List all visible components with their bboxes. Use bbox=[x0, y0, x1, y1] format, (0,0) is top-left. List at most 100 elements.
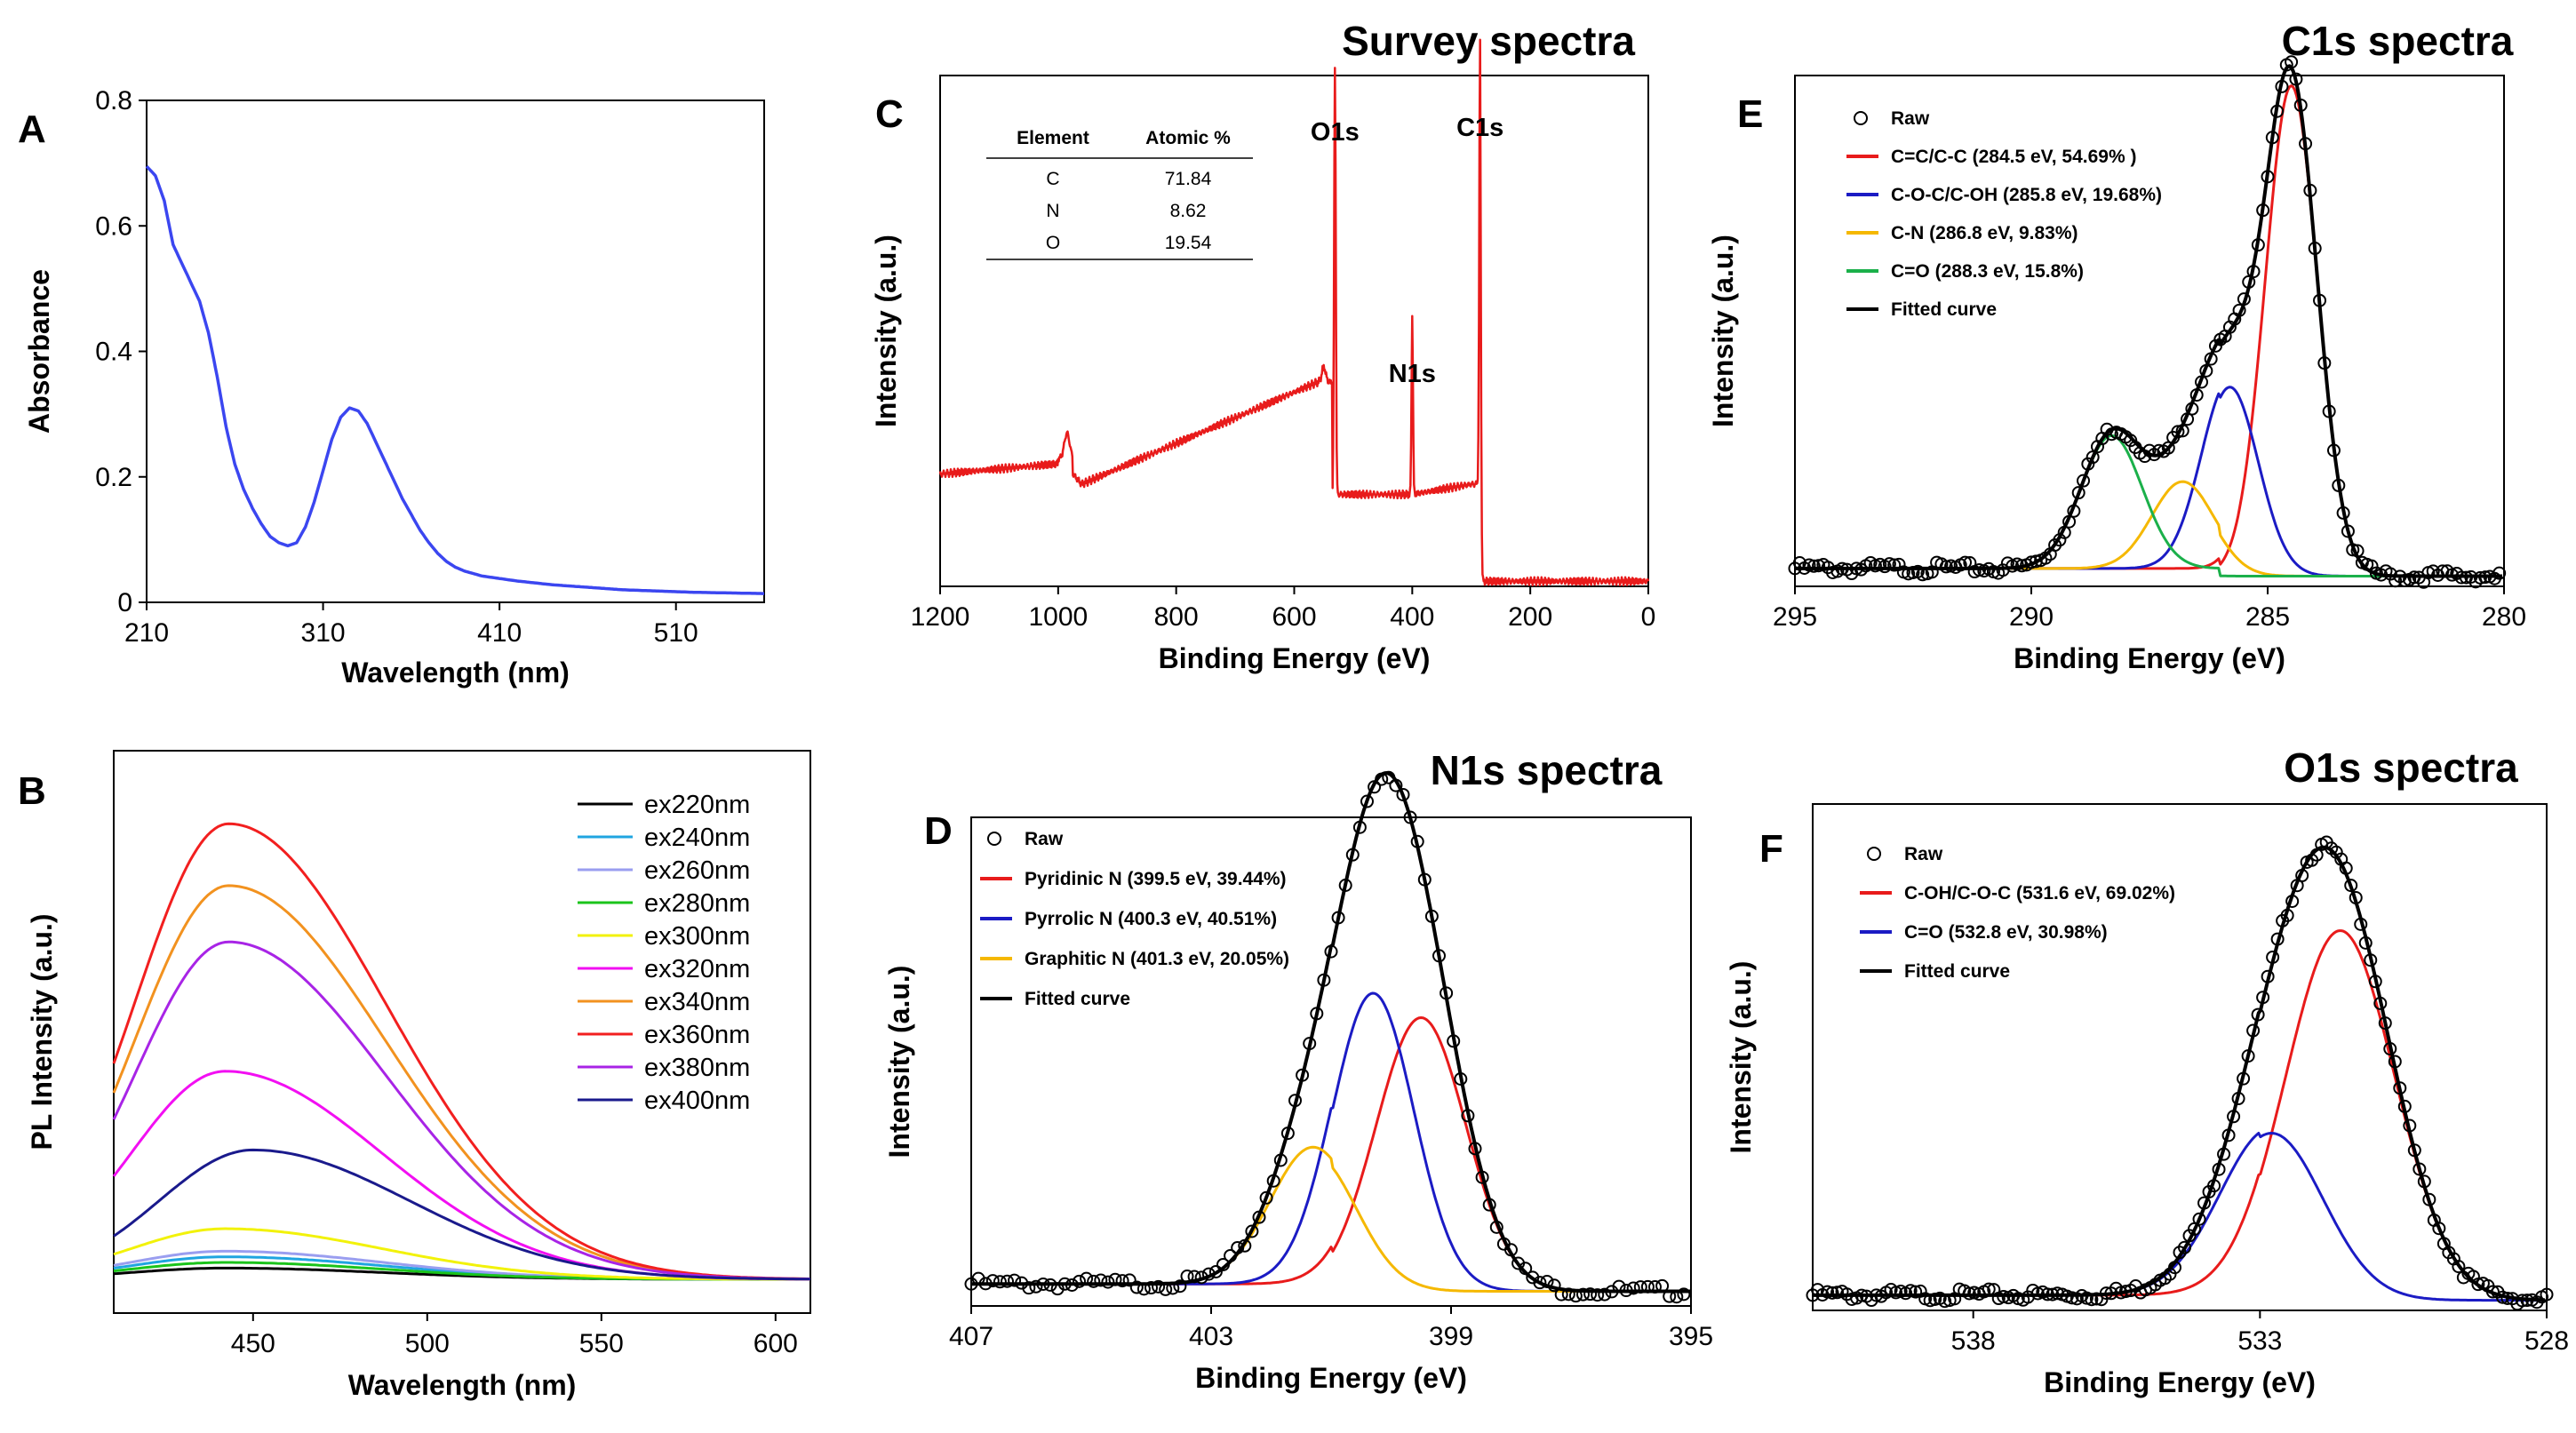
table-header: Element bbox=[1017, 128, 1089, 148]
y-tick-label: 0.4 bbox=[95, 338, 132, 367]
pl-line-ex360nm bbox=[112, 822, 810, 1280]
raw-point bbox=[1830, 1286, 1845, 1300]
peak-label-c1s: C1s bbox=[1456, 114, 1503, 142]
fitted-curve bbox=[1795, 64, 2502, 578]
y-tick-label: 0 bbox=[117, 588, 132, 617]
legend-label: C=O (532.8 eV, 30.98%) bbox=[1904, 922, 2108, 943]
raw-point bbox=[2452, 1260, 2466, 1274]
raw-point bbox=[1122, 1273, 1136, 1287]
raw-point bbox=[1591, 1288, 1605, 1302]
pl-line-ex300nm bbox=[113, 1227, 810, 1281]
table-header: Atomic % bbox=[1145, 128, 1231, 148]
legend-marker bbox=[987, 832, 1001, 846]
x-tick-label: 280 bbox=[2482, 602, 2526, 632]
x-axis-label: Binding Energy (eV) bbox=[1195, 1362, 1467, 1394]
x-tick-label: 600 bbox=[754, 1329, 798, 1358]
x-tick-label: 533 bbox=[2237, 1326, 2282, 1356]
raw-point bbox=[1259, 1190, 1273, 1205]
raw-point bbox=[1008, 1273, 1022, 1287]
component-286.8 bbox=[1795, 480, 2502, 577]
legend-label: ex260nm bbox=[644, 856, 750, 885]
panel-letter: C bbox=[875, 92, 904, 136]
panels-root: 210 310 410 510 0 0.2 0.4 0.6 0.8 Wavelength (nm)… bbox=[18, 18, 2569, 1401]
x-tick-label: 538 bbox=[1951, 1326, 1996, 1356]
legend-label: C=C/C-C (284.5 eV, 54.69% ) bbox=[1891, 147, 2136, 167]
legend-marker bbox=[1854, 111, 1868, 125]
x-tick-label: 310 bbox=[301, 618, 346, 648]
x-axis-label: Wavelength (nm) bbox=[341, 657, 570, 689]
x-axis-label: Binding Energy (eV) bbox=[1159, 642, 1431, 674]
legend-label: ex240nm bbox=[644, 824, 750, 852]
x-tick-label: 0 bbox=[1641, 602, 1656, 632]
panel-e: 295 290 285 280 Binding Energy (eV) Intensity… bbox=[1707, 18, 2526, 674]
y-axis-label: Intensity (a.u.) bbox=[1725, 961, 1757, 1154]
legend-label: Pyridinic N (399.5 eV, 39.44%) bbox=[1025, 869, 1287, 889]
legend-label: Raw bbox=[1904, 844, 1943, 864]
fitted-curve bbox=[1813, 845, 2545, 1302]
x-tick-label: 510 bbox=[654, 618, 698, 648]
table-cell: 8.62 bbox=[1170, 201, 1207, 221]
raw-point bbox=[2178, 1240, 2192, 1254]
x-tick-label: 1000 bbox=[1028, 602, 1088, 632]
raw-point bbox=[1583, 1287, 1598, 1302]
panel-c: 1200 1000 800 600 400 200 0 Binding Energy (eV)… bbox=[870, 18, 1655, 674]
plot-frame bbox=[146, 100, 765, 603]
x-tick-label: 290 bbox=[2009, 602, 2054, 632]
raw-point bbox=[1533, 1276, 1547, 1290]
legend-marker bbox=[1867, 847, 1881, 861]
panel-letter: E bbox=[1737, 92, 1763, 136]
x-tick-label: 200 bbox=[1508, 602, 1552, 632]
raw-point bbox=[1022, 1281, 1036, 1295]
component-285.8 bbox=[1795, 386, 2502, 577]
x-tick-label: 600 bbox=[1272, 602, 1316, 632]
legend-label: Raw bbox=[1891, 108, 1930, 129]
x-tick-label: 800 bbox=[1154, 602, 1199, 632]
legend-label: Fitted curve bbox=[1904, 961, 2010, 982]
x-tick-label: 285 bbox=[2245, 602, 2290, 632]
raw-point bbox=[2192, 1212, 2206, 1226]
legend-label: Fitted curve bbox=[1891, 299, 1997, 320]
raw-point bbox=[2540, 1287, 2554, 1302]
raw-point bbox=[1598, 1287, 1612, 1302]
legend-label: ex300nm bbox=[644, 922, 750, 951]
raw-point bbox=[1812, 559, 1826, 573]
legend-label: Fitted curve bbox=[1025, 989, 1130, 1009]
x-axis-label: Binding Energy (eV) bbox=[2044, 1366, 2316, 1398]
panel-title: Survey spectra bbox=[1342, 18, 1635, 64]
raw-point bbox=[1144, 1281, 1158, 1295]
x-tick-label: 395 bbox=[1669, 1322, 1713, 1351]
legend-label: ex280nm bbox=[644, 889, 750, 918]
component-401.3 bbox=[971, 1145, 1691, 1293]
legend-label: ex220nm bbox=[644, 791, 750, 819]
legend-label: ex360nm bbox=[644, 1021, 750, 1049]
fitted-curve bbox=[971, 771, 1691, 1294]
raw-point bbox=[1576, 1287, 1590, 1302]
legend-label: Pyrrolic N (400.3 eV, 40.51%) bbox=[1025, 909, 1277, 929]
legend-label: C-N (286.8 eV, 9.83%) bbox=[1891, 223, 2078, 243]
panel-title: O1s spectra bbox=[2284, 744, 2518, 791]
x-tick-label: 528 bbox=[2524, 1326, 2569, 1356]
table-cell: N bbox=[1046, 201, 1059, 221]
raw-point bbox=[1825, 1286, 1839, 1300]
table-cell: C bbox=[1046, 169, 1059, 189]
raw-point bbox=[2124, 434, 2138, 448]
raw-point bbox=[1152, 1279, 1166, 1294]
raw-point bbox=[2471, 1278, 2485, 1292]
plot-frame bbox=[970, 816, 1692, 1307]
raw-point bbox=[1087, 1274, 1101, 1288]
raw-point bbox=[2432, 1222, 2446, 1236]
x-tick-label: 410 bbox=[477, 618, 522, 648]
raw-point bbox=[1245, 1224, 1259, 1238]
plot-frame bbox=[1812, 803, 2548, 1311]
x-tick-label: 295 bbox=[1773, 602, 1817, 632]
x-tick-label: 450 bbox=[231, 1329, 275, 1358]
raw-point bbox=[1626, 1281, 1640, 1295]
peak-label-o1s: O1s bbox=[1311, 118, 1360, 147]
y-tick-label: 0.8 bbox=[95, 86, 132, 115]
raw-point bbox=[1115, 1274, 1129, 1288]
legend-label: ex320nm bbox=[644, 955, 750, 983]
legend-label: C=O (288.3 eV, 15.8%) bbox=[1891, 261, 2084, 282]
pl-line-ex380nm bbox=[112, 940, 810, 1281]
x-tick-label: 407 bbox=[949, 1322, 993, 1351]
